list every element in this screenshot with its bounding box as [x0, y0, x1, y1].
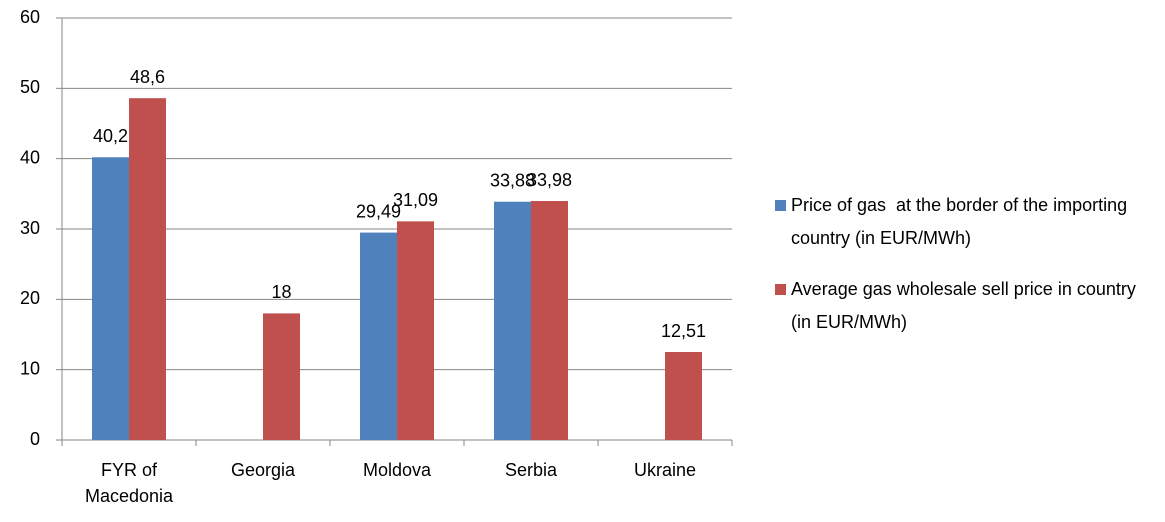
y-tick-label: 40	[20, 147, 40, 167]
x-tick-label: Moldova	[362, 460, 432, 480]
legend-entry: Price of gas at the border of the import…	[775, 189, 1155, 255]
bar	[129, 98, 166, 441]
bar	[665, 352, 702, 440]
value-label: 31,09	[393, 190, 438, 210]
y-tick-label: 50	[20, 77, 40, 97]
legend-swatch	[775, 200, 786, 211]
value-label: 18	[271, 282, 291, 302]
value-label: 33,88	[490, 170, 535, 190]
legend-label: Average gas wholesale sell price in coun…	[791, 279, 1141, 332]
y-tick-label: 10	[20, 358, 40, 378]
value-label: 12,51	[661, 321, 706, 341]
value-label: 33,98	[527, 170, 572, 190]
legend-swatch	[775, 284, 786, 295]
value-label: 29,49	[356, 201, 401, 221]
y-tick-label: 0	[30, 429, 40, 449]
bar	[263, 313, 300, 440]
y-tick-label: 60	[20, 7, 40, 27]
bar	[531, 201, 568, 440]
x-tick-label: Georgia	[230, 460, 296, 480]
y-tick-label: 30	[20, 218, 40, 238]
value-label: 48,6	[130, 67, 165, 87]
legend-label: Price of gas at the border of the import…	[791, 195, 1133, 248]
x-tick-label: Ukraine	[633, 460, 697, 480]
x-tick-label: Serbia	[504, 460, 558, 480]
value-label: 40,2	[93, 126, 128, 146]
bar	[92, 157, 129, 440]
bar	[494, 201, 531, 440]
x-tick-label: FYR of Macedonia	[84, 460, 174, 506]
legend-entry: Average gas wholesale sell price in coun…	[775, 273, 1155, 339]
y-tick-label: 20	[20, 288, 40, 308]
bar	[360, 232, 397, 440]
bar	[397, 221, 434, 440]
